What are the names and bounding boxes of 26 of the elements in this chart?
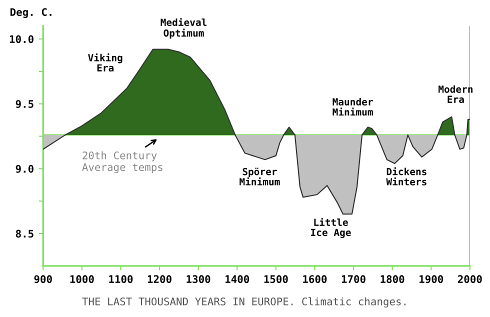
x-tick-label: 1800 bbox=[380, 275, 404, 284]
x-tick-label: 1200 bbox=[148, 275, 172, 284]
y-tick-label: 10.0 bbox=[10, 35, 34, 44]
y-axis-title: Deg. C. bbox=[10, 8, 52, 18]
x-tick-label: 1600 bbox=[303, 275, 327, 284]
annotation: Little Ice Age bbox=[311, 218, 351, 238]
annotation: Maunder Minimum bbox=[332, 98, 373, 116]
y-tick-label: 9.0 bbox=[16, 164, 34, 173]
x-tick-label: 1100 bbox=[109, 275, 133, 284]
x-tick-label: 1900 bbox=[420, 275, 444, 284]
x-tick-label: 1000 bbox=[70, 275, 94, 284]
x-tick-label: 1700 bbox=[342, 275, 366, 284]
y-tick-label: 9.5 bbox=[16, 100, 34, 108]
x-tick-label: 1500 bbox=[264, 275, 288, 284]
x-tick-label: 2000 bbox=[458, 275, 482, 284]
x-tick-label: 1400 bbox=[226, 275, 250, 284]
annotation: Spörer Minimum bbox=[240, 168, 280, 186]
y-tick-label: 8.5 bbox=[16, 230, 34, 238]
annotation: Modern Era bbox=[438, 85, 472, 103]
x-tick-label: 1300 bbox=[186, 275, 210, 284]
annotation: Dickens Winters bbox=[386, 167, 426, 186]
annotation: Viking Era bbox=[88, 53, 122, 72]
annotation: 20th Century Average temps bbox=[82, 151, 162, 174]
x-tick-label: 900 bbox=[34, 275, 52, 284]
annotation: Medieval Optimum bbox=[160, 18, 207, 39]
text: THE LAST THOUSAND YEARS IN EUROPE. Climatic changes. bbox=[82, 297, 406, 308]
